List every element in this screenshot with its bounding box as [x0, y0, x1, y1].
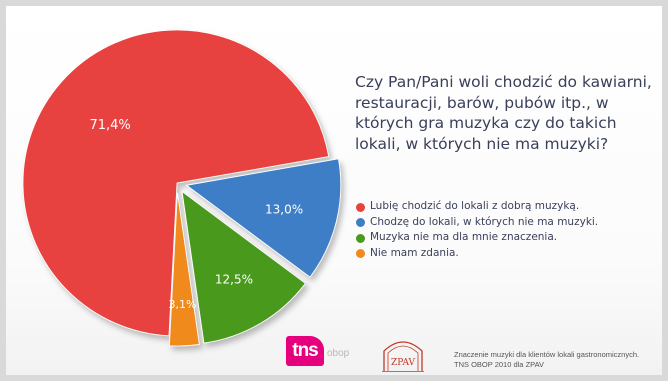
legend-dot-red	[356, 202, 365, 212]
pie-slice-4	[168, 192, 200, 347]
source-line-2: TNS OBOP 2010 dla ZPAV	[454, 360, 545, 369]
question-title: Czy Pan/Pani woli chodzić do kawiarni, r…	[355, 73, 652, 153]
pie-slice-1	[22, 29, 330, 337]
zpav-logo: ZPAV	[382, 341, 424, 372]
legend-dot-orange	[356, 249, 365, 258]
pie-slice-label-3: 12,5%	[215, 272, 253, 286]
legend-item: Lubię chodzić do lokali z dobrą muzyką.	[356, 199, 598, 215]
legend-item: Muzyka nie ma dla mnie znaczenia.	[356, 230, 598, 246]
zpav-logo-text: ZPAV	[391, 358, 416, 368]
pie-slice-2	[185, 158, 342, 278]
legend: Lubię chodzić do lokali z dobrą muzyką. …	[356, 199, 598, 261]
pie-slice-3	[181, 190, 306, 344]
pie-slice-label-4: 3,1%	[168, 298, 196, 311]
legend-dot-blue	[356, 218, 365, 227]
legend-item: Nie mam zdania.	[356, 246, 598, 262]
legend-item: Chodzę do lokali, w których nie ma muzyk…	[356, 215, 598, 231]
source-note: Znaczenie muzyki dla klientów lokali gas…	[454, 350, 639, 370]
legend-label: Muzyka nie ma dla mnie znaczenia.	[370, 231, 558, 243]
slide: 71,4% 13,0% 12,5% 3,1% Czy Pan/Pani woli ch…	[6, 6, 662, 375]
legend-label: Nie mam zdania.	[370, 246, 459, 259]
source-line-1: Znaczenie muzyki dla klientów lokali gas…	[454, 350, 640, 359]
tns-logo-box: tns	[286, 336, 324, 366]
tns-logo-sub: obop	[327, 348, 350, 359]
legend-dot-green	[356, 233, 365, 243]
pie-slice-label-1: 71,4%	[89, 118, 130, 133]
pie-chart: 71,4% 13,0% 12,5% 3,1%	[22, 29, 342, 347]
legend-label: Chodzę do lokali, w których nie ma muzyk…	[370, 215, 599, 228]
legend-label: Lubię chodzić do lokali z dobrą muzyką.	[370, 200, 580, 212]
pie-slice-label-2: 13,0%	[265, 202, 303, 216]
